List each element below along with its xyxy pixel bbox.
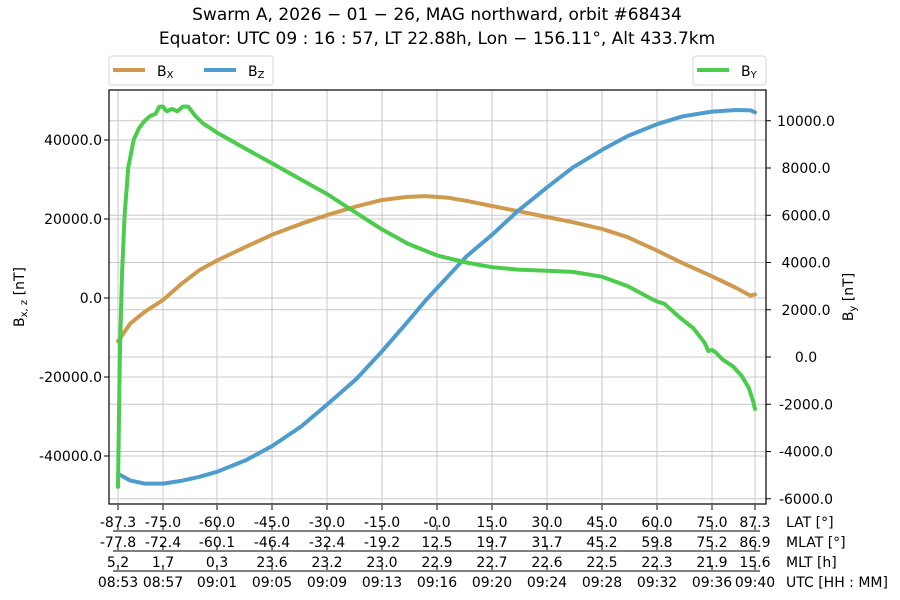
x-tick-label-2: 21.9 [696,555,727,571]
series-bx-line [116,194,757,344]
chart-title-line-2: Equator: UTC 09 : 16 : 57, LT 22.88h, Lo… [159,29,715,49]
grid-lines [109,90,766,504]
y-left-tick-label: -40000.0 [39,449,102,465]
x-tick-label-3: 09:24 [527,575,567,591]
x-tick-label-2: 1.7 [152,555,174,571]
x-tick-label-3: 09:32 [637,575,677,591]
chart-title-line-1: Swarm A, 2026 − 01 − 26, MAG northward, … [192,5,682,25]
x-tick-label-0: -0.0 [423,515,450,531]
y-left-tick-label: 20000.0 [44,212,102,228]
x-tick-label-2: 22.9 [421,555,452,571]
x-tick-label-3: 09:36 [692,575,732,591]
y-right-tick-label: 0.0 [795,350,817,366]
x-tick-label-1: -72.4 [145,535,181,551]
x-tick-label-0: -75.0 [145,515,181,531]
x-tick-label-0: -87.3 [100,515,136,531]
x-tick-label-0: 60.0 [641,515,672,531]
x-row-name: LAT [°] [786,515,834,531]
x-tick-label-2: 23.2 [311,555,342,571]
legend-right-box [692,55,767,86]
x-tick-label-1: -77.8 [100,535,136,551]
x-tick-label-0: 45.0 [586,515,617,531]
legend-left: BX BZ [108,55,274,86]
x-tick-label-1: 19.7 [476,535,507,551]
x-tick-label-2: 22.5 [586,555,617,571]
x-tick-label-3: 09:09 [307,575,347,591]
x-tick-label-0: -45.0 [254,515,290,531]
x-tick-label-1: 45.2 [586,535,617,551]
y-left-tick-label: 0.0 [80,291,102,307]
x-tick-label-2: 23.6 [256,555,287,571]
x-tick-label-0: -30.0 [309,515,345,531]
x-tick-label-0: 30.0 [531,515,562,531]
x-row-name: MLT [h] [786,555,837,571]
y-right-tick-label: 2000.0 [782,303,831,319]
x-tick-label-0: -15.0 [364,515,400,531]
x-tick-label-2: 22.3 [641,555,672,571]
x-tick-label-3: 09:28 [582,575,622,591]
x-tick-label-3: 08:57 [143,575,183,591]
y-right-tick-label: 10000.0 [777,114,835,130]
plot-series [116,104,757,489]
series-by-line [116,104,757,489]
x-tick-label-3: 09:40 [735,575,775,591]
y-right-tick-label: 8000.0 [782,161,831,177]
x-tick-label-2: 23.0 [366,555,397,571]
x-tick-label-1: -32.4 [309,535,345,551]
x-tick-label-2: 22.7 [476,555,507,571]
x-tick-label-0: 87.3 [739,515,770,531]
y-axis-left-ticks: 40000.0 20000.0 0.0 -20000.0 -40000.0 [39,133,109,465]
x-tick-label-0: -60.0 [199,515,235,531]
y-left-tick-label: -20000.0 [39,370,102,386]
series-bz-line [116,108,757,486]
chart-title: Swarm A, 2026 − 01 − 26, MAG northward, … [159,5,715,49]
x-tick-label-1: 31.7 [531,535,562,551]
x-tick-label-3: 09:13 [362,575,402,591]
x-tick-label-1: 59.8 [641,535,672,551]
plot-frame [108,89,767,505]
x-tick-label-1: -19.2 [364,535,400,551]
x-tick-label-1: 86.9 [739,535,770,551]
y-left-tick-label: 40000.0 [44,133,102,149]
y-right-tick-label: -4000.0 [779,445,833,461]
y-right-tick-label: -2000.0 [779,397,833,413]
x-tick-label-2: 5.2 [107,555,129,571]
x-axis-multirow-labels: -87.3 -75.0 -60.0 -45.0 -30.0 -15.0 -0.0 15.0 30… [98,505,888,591]
x-row-name: MLAT [°] [786,535,846,551]
legend-left-box [108,55,274,86]
x-tick-label-1: 12.5 [421,535,452,551]
y-right-tick-label: 4000.0 [782,256,831,272]
legend-right: BY [692,55,767,86]
x-tick-label-3: 09:16 [417,575,457,591]
x-tick-label-0: 75.0 [696,515,727,531]
y-right-tick-label: 6000.0 [782,208,831,224]
x-row-name: UTC [HH : MM] [786,575,888,591]
y-right-tick-label: -6000.0 [779,492,833,508]
y-axis-right-label: By [nT] [841,273,859,321]
x-tick-label-1: 75.2 [696,535,727,551]
x-tick-label-0: 15.0 [476,515,507,531]
y-axis-right-ticks: 10000.0 8000.0 6000.0 4000.0 2000.0 0.0 -2000.… [766,114,835,508]
x-tick-label-2: 0.3 [206,555,228,571]
x-tick-label-3: 09:05 [252,575,292,591]
x-tick-label-3: 08:53 [98,575,138,591]
x-tick-label-3: 09:01 [197,575,237,591]
x-tick-label-1: -60.1 [199,535,235,551]
x-tick-label-2: 22.6 [531,555,562,571]
x-tick-label-1: -46.4 [254,535,290,551]
y-axis-left-label: Bx, z [nT] [12,267,30,327]
x-tick-label-3: 09:20 [472,575,512,591]
x-tick-label-2: 15.6 [739,555,770,571]
